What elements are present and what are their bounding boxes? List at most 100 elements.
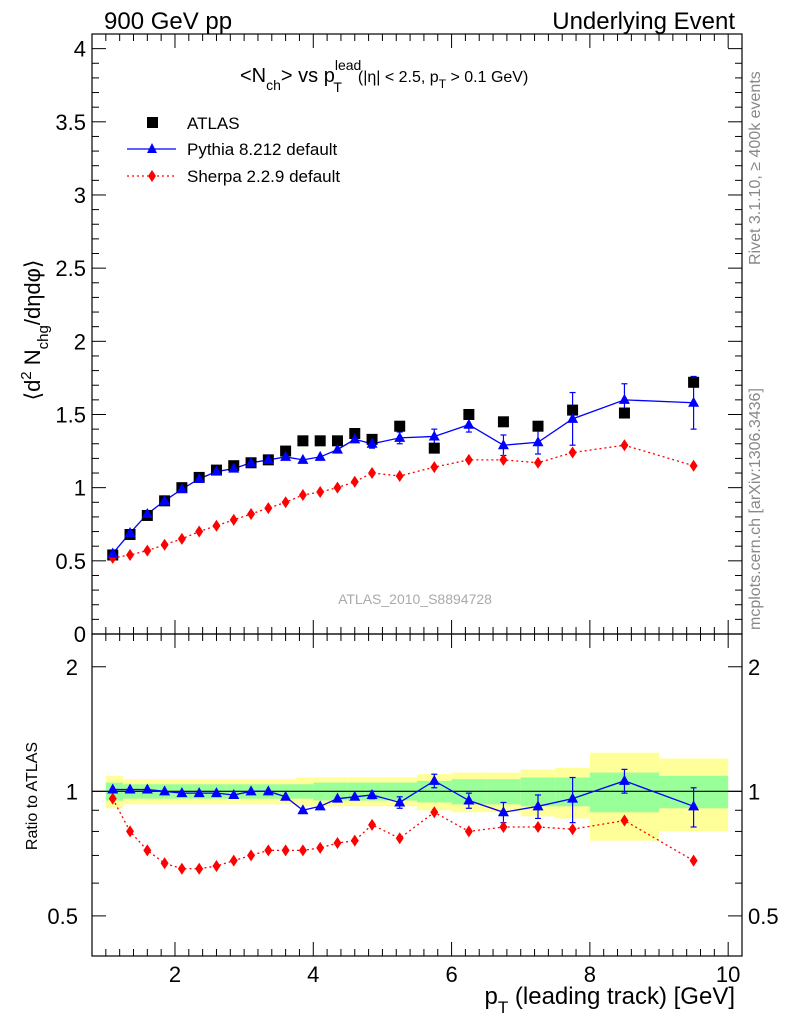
y-tick-label: 3.5 — [55, 110, 86, 135]
x-axis-label: pT (leading track) [GeV] — [484, 983, 735, 1017]
legend: ATLAS Pythia 8.212 default Sherpa 2.2.9 … — [127, 114, 340, 186]
pythia-point — [124, 527, 136, 538]
ratio-sherpa-point — [247, 849, 256, 862]
ratio-pythia-point — [428, 774, 440, 785]
pythia-point — [210, 465, 222, 476]
ratio-sherpa-point — [281, 844, 290, 857]
y-tick-label: 0 — [74, 622, 86, 647]
ratio-pythia-point — [193, 787, 205, 798]
ratio-y-tick-label: 2 — [66, 655, 78, 680]
sherpa-point — [689, 459, 698, 472]
plot-title: <Nch> vs plead T(|η| < 2.5, pT > 0.1 GeV) — [240, 57, 528, 95]
ratio-pythia-point — [107, 783, 119, 794]
sherpa-point — [281, 496, 290, 509]
ratio-pythia-point — [262, 785, 274, 796]
pythia-point — [463, 418, 475, 429]
pythia-point — [228, 462, 240, 473]
ratio-pythia-point — [618, 774, 630, 785]
ratio-sherpa-point — [195, 862, 204, 875]
ratio-pythia-point — [314, 800, 326, 811]
ratio-sherpa-point — [368, 818, 377, 831]
y-axis-label-main: ⟨d2 Nchg/dηdφ⟩ — [18, 259, 52, 400]
pythia-point — [193, 472, 205, 483]
ratio-y-tick-label-right: 0.5 — [748, 904, 779, 929]
sherpa-point — [368, 467, 377, 480]
legend-marker-sherpa — [148, 170, 156, 182]
pythia-point — [262, 453, 274, 464]
sherpa-point — [247, 508, 256, 520]
y-tick-label: 2 — [74, 329, 86, 354]
ratio-sherpa-point — [464, 825, 473, 838]
panel-frame — [91, 633, 743, 957]
ratio-y-tick-label-right: 2 — [748, 655, 760, 680]
sherpa-point — [620, 439, 629, 452]
ratio-sherpa-point — [568, 823, 577, 836]
y-tick-label: 4 — [74, 37, 86, 62]
ratio-pythia-point — [331, 792, 343, 803]
sherpa-point — [350, 475, 359, 488]
legend-label-sherpa: Sherpa 2.2.9 default — [187, 167, 340, 186]
y-tick-label: 0.5 — [55, 549, 86, 574]
sherpa-point — [212, 519, 221, 532]
x-tick-label: 8 — [584, 962, 596, 987]
ratio-sherpa-point — [395, 832, 404, 845]
ratio-sherpa-point — [499, 820, 508, 833]
ratio-pythia-point — [124, 783, 136, 794]
sherpa-point — [430, 461, 439, 474]
legend-marker-atlas — [147, 117, 158, 128]
pythia-point — [349, 433, 361, 444]
side-label-mcplots: mcplots.cern.ch [arXiv:1306.3436] — [747, 388, 764, 630]
ratio-sherpa-point — [177, 862, 186, 875]
sherpa-line — [112, 444, 694, 559]
sherpa-point — [499, 453, 508, 466]
sherpa-point — [229, 513, 238, 526]
ratio-y-tick-label: 0.5 — [47, 904, 78, 929]
pythia-point — [141, 508, 153, 518]
ratio-sherpa-point — [229, 854, 238, 867]
ratio-pythia-point — [141, 783, 153, 794]
ratio-pythia-point — [245, 785, 257, 796]
header-left: 900 GeV pp — [104, 8, 232, 35]
ratio-pythia-point — [366, 788, 378, 799]
ratio-y-tick-label-right: 1 — [748, 779, 760, 804]
ratio-sherpa-point — [350, 834, 359, 847]
pythia-point — [280, 450, 292, 461]
sherpa-point — [534, 456, 543, 469]
sherpa-point — [298, 488, 307, 501]
pythia-point — [567, 412, 579, 423]
sherpa-point — [333, 481, 342, 494]
pythia-point — [366, 437, 378, 448]
pythia-point — [618, 393, 630, 404]
ratio-sherpa-point — [620, 814, 629, 827]
ratio-sherpa-line — [112, 798, 694, 870]
atlas-point — [428, 442, 440, 454]
ratio-sherpa-point — [430, 806, 439, 819]
x-tick-label: 4 — [307, 962, 319, 987]
ratio-pythia-point — [176, 787, 188, 798]
ratio-sherpa-point — [689, 854, 698, 867]
ratio-pythia-point — [688, 800, 700, 811]
atlas-point — [314, 435, 326, 447]
ratio-sherpa-point — [264, 844, 273, 857]
pythia-point — [428, 430, 440, 441]
sherpa-point — [464, 453, 473, 466]
ratio-panel: 2 4 6 8 10 0.5 0.5 1 1 2 2 — [47, 633, 779, 987]
ratio-pythia-point — [463, 794, 475, 805]
sherpa-point — [143, 544, 152, 557]
ratio-pythia-point — [280, 790, 292, 801]
ratio-pythia-point — [297, 804, 309, 815]
pythia-point — [245, 456, 257, 467]
atlas-point — [618, 407, 630, 419]
ratio-sherpa-point — [108, 792, 117, 805]
pythia-point — [688, 396, 700, 407]
sherpa-point — [160, 538, 169, 551]
legend-marker-pythia — [147, 143, 157, 153]
sherpa-point — [264, 502, 273, 515]
main-panel: 0 0.5 1 1.5 2 2.5 3 3.5 4 — [55, 33, 743, 647]
pythia-point — [107, 547, 119, 558]
ratio-sherpa-point — [212, 860, 221, 873]
header-right: Underlying Event — [552, 8, 735, 35]
sherpa-point — [177, 532, 186, 545]
ratio-sherpa-point — [160, 857, 169, 870]
